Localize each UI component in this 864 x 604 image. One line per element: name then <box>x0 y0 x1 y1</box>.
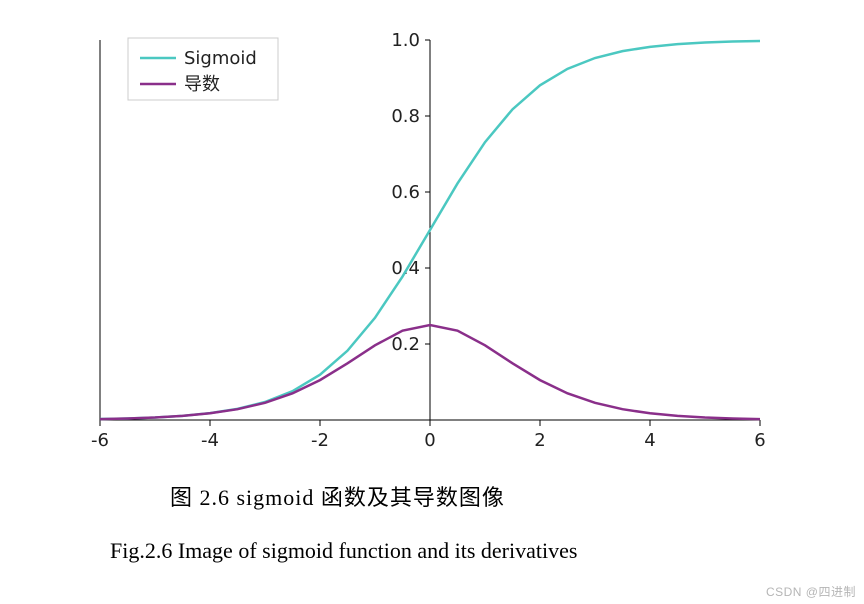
caption-en: Fig.2.6 Image of sigmoid function and it… <box>110 538 864 564</box>
y-tick-label: 1.0 <box>391 30 420 51</box>
watermark: CSDN @四进制 <box>766 583 856 600</box>
x-tick-label: 4 <box>644 430 655 451</box>
y-tick-label: 0.2 <box>391 334 420 355</box>
x-tick-label: 0 <box>424 430 435 451</box>
x-tick-label: -2 <box>311 430 329 451</box>
x-tick-label: -6 <box>91 430 109 451</box>
y-tick-label: 0.4 <box>391 258 420 279</box>
legend-label: 导数 <box>184 74 220 95</box>
y-tick-label: 0.8 <box>391 106 420 127</box>
figure-captions: 图 2.6 sigmoid 函数及其导数图像 Fig.2.6 Image of … <box>0 480 864 564</box>
chart-area: -6 -4 -2 0 2 4 6 0.2 0.4 0.6 0.8 1.0 Sigmoid 导数 <box>60 20 780 460</box>
x-tick-label: 6 <box>754 430 765 451</box>
x-tick-label: -4 <box>201 430 219 451</box>
sigmoid-chart: -6 -4 -2 0 2 4 6 0.2 0.4 0.6 0.8 1.0 Sigmoid 导数 <box>60 20 780 460</box>
caption-zh: 图 2.6 sigmoid 函数及其导数图像 <box>170 480 864 512</box>
y-tick-label: 0.6 <box>391 182 420 203</box>
x-tick-label: 2 <box>534 430 545 451</box>
legend-label: Sigmoid <box>184 48 257 69</box>
